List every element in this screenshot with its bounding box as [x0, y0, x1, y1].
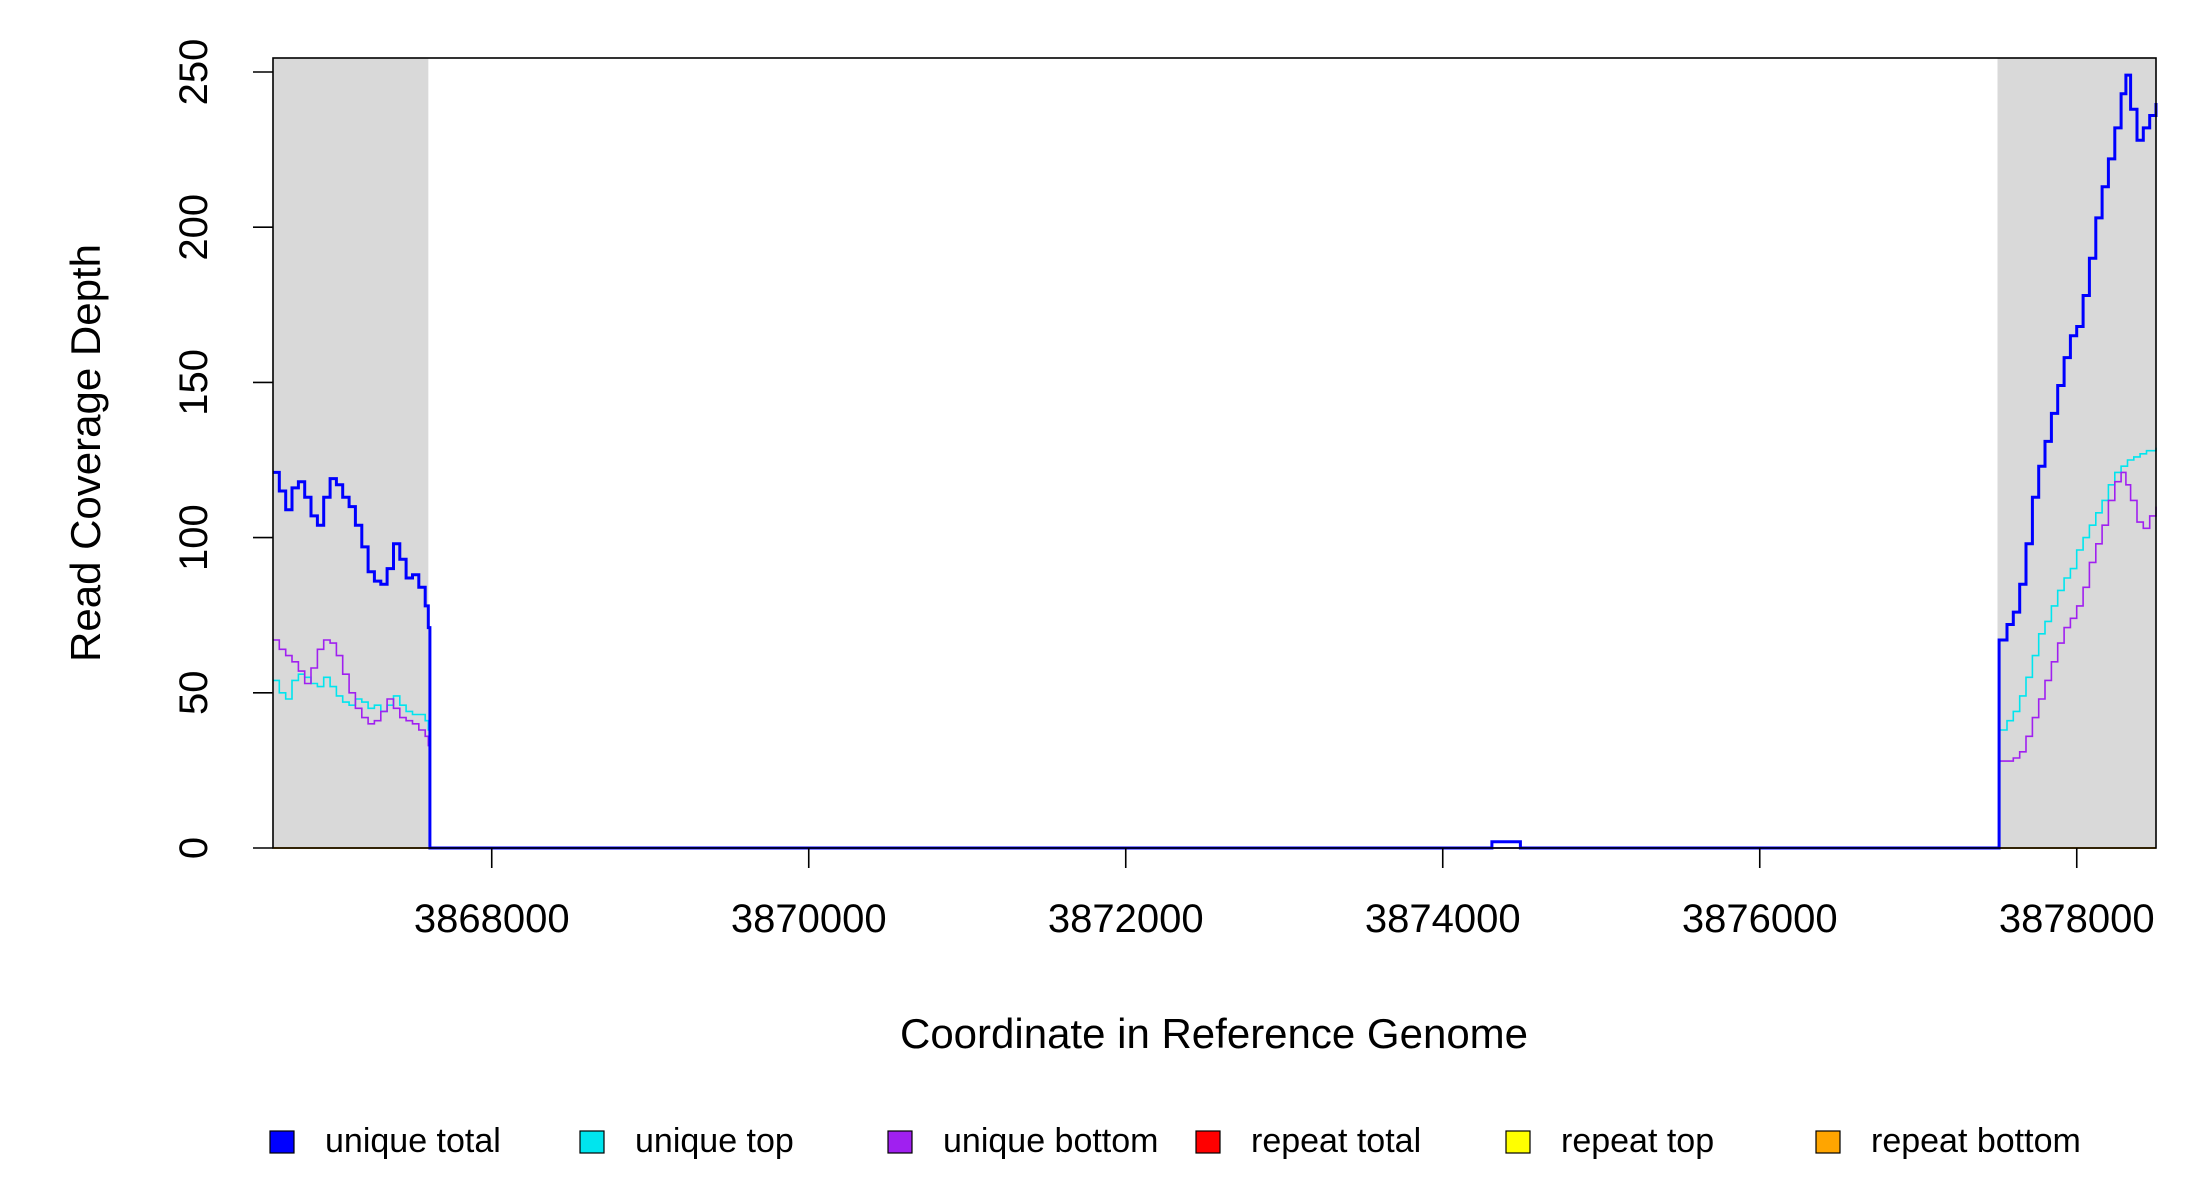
- legend-label: repeat total: [1251, 1122, 1421, 1160]
- legend-label: unique total: [325, 1122, 501, 1160]
- x-tick-label: 3876000: [1682, 897, 1838, 941]
- x-axis-label: Coordinate in Reference Genome: [900, 1010, 1528, 1057]
- shaded-regions: [273, 58, 2156, 848]
- legend-swatch: [1195, 1130, 1221, 1154]
- legend-label: unique bottom: [943, 1122, 1159, 1160]
- legend-swatch: [269, 1130, 295, 1154]
- x-axis: 3868000 3870000 3872000 3874000 3876000 38780…: [414, 848, 2155, 941]
- y-tick-label: 200: [172, 194, 216, 261]
- series-line-unique-total: [273, 73, 2158, 850]
- series-lines: [273, 73, 2158, 850]
- legend-label: unique top: [635, 1122, 794, 1160]
- x-tick-label: 3870000: [731, 897, 887, 941]
- legend-swatch: [887, 1130, 913, 1154]
- x-tick-label: 3868000: [414, 897, 570, 941]
- x-tick-label: 3878000: [1999, 897, 2155, 941]
- y-tick-label: 0: [172, 837, 216, 859]
- y-tick-label: 100: [172, 504, 216, 571]
- series-line-unique-bottom: [273, 471, 2157, 849]
- plot-frame: [272, 57, 2157, 849]
- x-tick-label: 3874000: [1365, 897, 1521, 941]
- y-tick-label: 150: [172, 349, 216, 416]
- y-axis: 0 50 100 150 200 250: [172, 39, 273, 859]
- series-line-unique-top: [273, 447, 2157, 849]
- shaded-region-0: [273, 58, 429, 848]
- legend-swatch: [1815, 1130, 1841, 1154]
- shaded-region-1: [1997, 58, 2156, 848]
- legend-swatch: [1505, 1130, 1531, 1154]
- y-axis-label: Read Coverage Depth: [62, 244, 109, 662]
- legend-label: repeat bottom: [1871, 1122, 2081, 1160]
- x-tick-label: 3872000: [1048, 897, 1204, 941]
- legend: unique total unique top unique bottom repea…: [269, 1122, 2081, 1160]
- legend-label: repeat top: [1561, 1122, 1714, 1160]
- legend-swatch: [579, 1130, 605, 1154]
- y-tick-label: 250: [172, 39, 216, 106]
- y-tick-label: 50: [172, 671, 216, 716]
